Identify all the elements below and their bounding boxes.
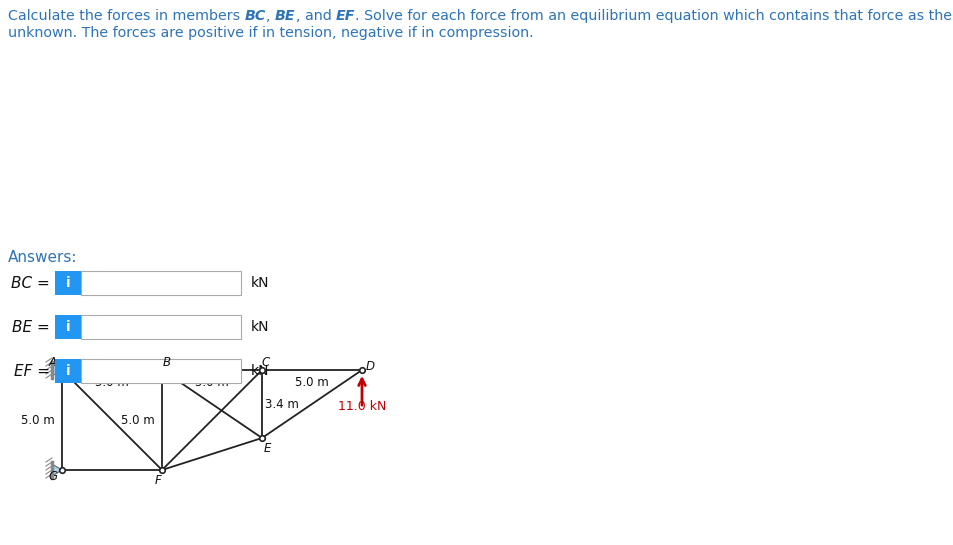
Text: C: C: [262, 356, 270, 370]
Text: 5.0 m: 5.0 m: [294, 377, 329, 390]
FancyBboxPatch shape: [55, 315, 81, 339]
Text: BE =: BE =: [12, 319, 50, 335]
Text: EF: EF: [335, 9, 355, 23]
Text: 5.0 m: 5.0 m: [95, 377, 129, 390]
Text: , and: , and: [295, 9, 335, 23]
Text: kN: kN: [251, 364, 269, 378]
FancyBboxPatch shape: [81, 315, 241, 339]
Text: A: A: [49, 356, 57, 370]
Text: E: E: [263, 441, 271, 455]
Text: i: i: [66, 320, 71, 334]
Text: i: i: [66, 276, 71, 290]
Text: BE: BE: [274, 9, 295, 23]
Text: 5.0 m: 5.0 m: [21, 414, 55, 427]
Text: D: D: [365, 360, 375, 373]
Text: Answers:: Answers:: [8, 250, 77, 265]
Text: G: G: [49, 470, 57, 483]
Text: 11.0 kN: 11.0 kN: [337, 400, 386, 413]
Text: kN: kN: [251, 276, 269, 290]
Text: i: i: [66, 364, 71, 378]
Text: F: F: [154, 475, 161, 487]
Text: 5.0 m: 5.0 m: [195, 377, 229, 390]
FancyBboxPatch shape: [55, 271, 81, 295]
Polygon shape: [52, 364, 62, 376]
Text: 3.4 m: 3.4 m: [265, 397, 298, 410]
Text: . Solve for each force from an equilibrium equation which contains that force as: . Solve for each force from an equilibri…: [355, 9, 953, 23]
Text: EF =: EF =: [14, 364, 50, 378]
Text: kN: kN: [251, 320, 269, 334]
Text: ,: ,: [266, 9, 274, 23]
Text: BC =: BC =: [11, 276, 50, 290]
Text: Calculate the forces in members: Calculate the forces in members: [8, 9, 244, 23]
Text: B: B: [163, 356, 171, 370]
FancyBboxPatch shape: [55, 359, 81, 383]
FancyBboxPatch shape: [81, 359, 241, 383]
Text: BC: BC: [244, 9, 266, 23]
FancyBboxPatch shape: [81, 271, 241, 295]
Polygon shape: [52, 464, 62, 476]
Text: unknown. The forces are positive if in tension, negative if in compression.: unknown. The forces are positive if in t…: [8, 26, 533, 40]
Text: 5.0 m: 5.0 m: [121, 414, 154, 427]
